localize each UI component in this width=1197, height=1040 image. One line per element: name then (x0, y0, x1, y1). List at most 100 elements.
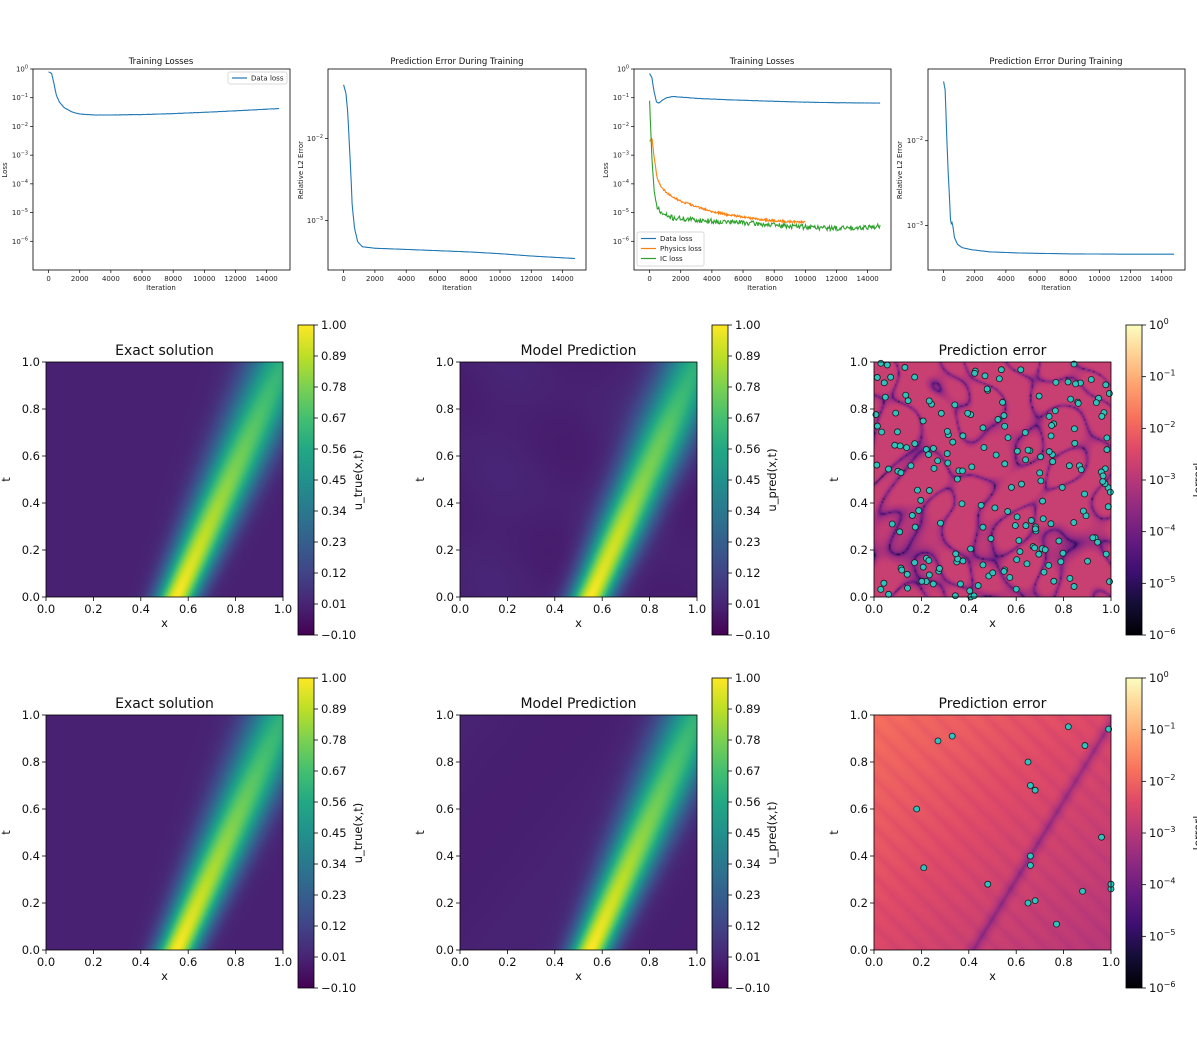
y-tick-label: 10−4 (613, 179, 629, 188)
collocation-point (904, 584, 911, 592)
x-tick-label: 4000 (397, 275, 415, 283)
collocation-point (968, 463, 976, 471)
collocation-point (1000, 568, 1008, 575)
y-axis-label: t (413, 477, 427, 482)
collocation-point (925, 397, 933, 405)
y-tick-label: 10−3 (307, 216, 323, 225)
y-tick-label: 1.0 (850, 355, 868, 369)
collocation-point (873, 374, 881, 381)
prediction-error-training-chart-1: Prediction Error During Training 0 2000 40… (297, 57, 587, 292)
chart-title: Model Prediction (520, 343, 636, 359)
x-tick-label: 14000 (856, 275, 878, 283)
colorbar-tick-label: 0.12 (735, 919, 761, 933)
collocation-point (1051, 407, 1059, 415)
colorbar-tick-label: 0.67 (735, 411, 761, 425)
x-tick-label: 0 (341, 275, 345, 283)
colorbar-tick-label: 0.23 (321, 535, 347, 549)
y-tick-label: 0.0 (436, 943, 454, 957)
colorbar-tick-label: 0.12 (321, 566, 347, 580)
colorbar-tick-label: 0.56 (735, 442, 761, 456)
collocation-point (1050, 577, 1058, 585)
collocation-point (892, 409, 900, 417)
x-tick-label: 6000 (734, 275, 752, 283)
training-losses-chart-2: Training Losses 0 2000 4000 6000 8000 10000 12… (602, 57, 892, 292)
collocation-point (881, 393, 889, 401)
collocation-point (1047, 520, 1055, 528)
y-tick-label: 0.6 (436, 802, 454, 816)
collocation-point (1027, 862, 1034, 869)
heatmap-image (874, 362, 1111, 597)
y-axis-label: t (0, 830, 13, 835)
collocation-point (903, 444, 911, 452)
collocation-point (1084, 557, 1091, 565)
legend-box (636, 231, 705, 267)
colorbar-tick-label: 0.23 (735, 535, 761, 549)
collocation-point (1016, 548, 1024, 555)
plot-frame (327, 68, 587, 271)
x-axis-label: Iteration (1041, 284, 1071, 292)
y-tick-label: 0.8 (22, 755, 40, 769)
x-tick-label: 0.4 (960, 955, 978, 969)
chart-title: Model Prediction (520, 696, 636, 712)
collocation-point (957, 580, 964, 588)
legend-label-ic-loss: IC loss (660, 255, 683, 263)
collocation-point (1079, 887, 1086, 895)
collocation-point (1000, 412, 1008, 419)
collocation-point (1070, 583, 1078, 590)
colorbar-tick-label: −0.10 (321, 981, 356, 995)
y-tick-label: 10−1 (12, 93, 28, 102)
collocation-point (872, 411, 880, 418)
collocation-point (896, 528, 904, 536)
chart-title: Exact solution (115, 343, 214, 359)
x-axis-label: x (161, 616, 168, 630)
collocation-point (991, 504, 999, 512)
collocation-point (1035, 392, 1043, 400)
x-tick-label: 8000 (765, 275, 783, 283)
collocation-point (979, 523, 987, 531)
x-tick-label: 10000 (794, 275, 816, 283)
collocation-point (930, 464, 938, 472)
collocation-point (1055, 537, 1063, 545)
colorbar-tick-label: 0.01 (321, 597, 347, 611)
y-axis-ticks: 10−6 10−5 10−4 10−3 10−2 10−1 100 (613, 64, 634, 246)
y-tick-label: 0.6 (22, 802, 40, 816)
collocation-point (1102, 381, 1110, 389)
y-tick-label: 0.8 (436, 402, 454, 416)
collocation-point (983, 385, 991, 393)
heatmap-image (46, 362, 283, 597)
y-axis-ticks: 10−3 10−2 (307, 134, 328, 225)
collocation-point (936, 565, 943, 572)
collocation-point (1036, 469, 1044, 477)
collocation-point (934, 457, 942, 465)
collocation-point (1098, 833, 1105, 841)
collocation-point (1089, 534, 1097, 542)
collocation-point (1031, 544, 1039, 552)
y-axis-label: t (0, 477, 13, 482)
heatmap-image (46, 715, 283, 950)
colorbar-tick-label: 100 (1149, 317, 1169, 332)
x-axis-ticks: 0 2000 4000 6000 8000 10000 12000 14000 (647, 270, 879, 283)
x-tick-label: 0.6 (593, 602, 611, 616)
collocation-point (914, 486, 921, 494)
collocation-point (981, 372, 989, 380)
x-tick-label: 10000 (489, 275, 511, 283)
collocation-point (1004, 508, 1012, 515)
collocation-point (984, 880, 992, 888)
x-tick-label: 0.2 (84, 955, 102, 969)
plot-frame (873, 361, 1112, 598)
collocation-point (1031, 786, 1039, 794)
x-tick-label: 14000 (255, 275, 277, 283)
series-line-data-loss (48, 71, 280, 116)
collocation-point (880, 579, 888, 587)
plot-frame (32, 68, 291, 271)
y-tick-label: 100 (16, 64, 28, 73)
x-tick-label: 0.2 (912, 955, 930, 969)
colorbar-tick-label: 1.00 (735, 671, 761, 685)
chart-title: Prediction error (939, 343, 1047, 359)
collocation-point (989, 569, 997, 577)
colorbar-tick-label: 0.56 (321, 795, 347, 809)
collocation-point (1059, 549, 1067, 557)
x-tick-label: 0.8 (1054, 602, 1072, 616)
plot-frame (873, 714, 1112, 951)
collocation-point (977, 501, 985, 509)
